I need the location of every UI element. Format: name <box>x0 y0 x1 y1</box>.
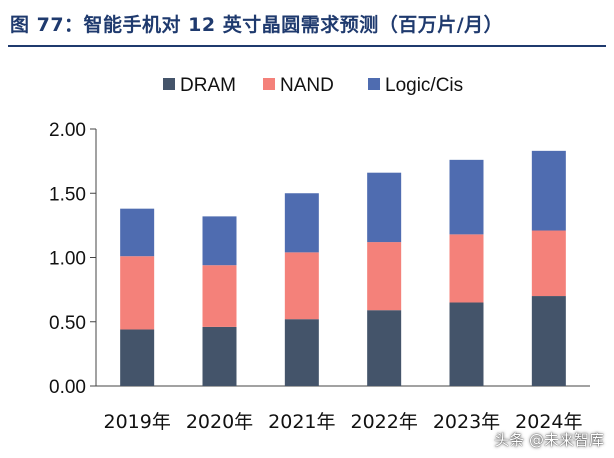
bar-logic-cis-2020 <box>202 216 237 266</box>
bar-nand-2021 <box>284 252 319 320</box>
y-tick-label: 1.50 <box>49 184 86 205</box>
bar-logic-cis-2022 <box>367 172 402 243</box>
y-tick-label: 1.00 <box>49 249 86 270</box>
y-axis: 0.00 0.50 1.00 1.50 2.00 <box>49 120 97 398</box>
bar-logic-cis-2021 <box>284 193 319 253</box>
title-rule <box>8 45 606 47</box>
y-tick-label: 0.00 <box>49 377 86 398</box>
bar-dram-2020 <box>202 326 237 386</box>
bar-dram-2021 <box>284 319 319 386</box>
x-tick-label: 2021年 <box>268 411 335 433</box>
bar-dram-2024 <box>531 296 566 386</box>
bar-logic-cis-2024 <box>531 150 566 231</box>
x-tick-label: 2024年 <box>515 411 582 433</box>
bar-nand-2024 <box>531 230 566 297</box>
bar-logic-cis-2019 <box>120 208 155 257</box>
bar-logic-cis-2023 <box>449 159 484 235</box>
bar-dram-2023 <box>449 302 484 386</box>
legend-swatch-dram <box>163 78 175 90</box>
x-axis: 2019年 2020年 2021年 2022年 2023年 2024年 <box>96 385 590 433</box>
bar-dram-2022 <box>367 310 402 386</box>
watermark: 头条 @未来智库 <box>494 431 604 449</box>
bars <box>120 150 566 386</box>
y-tick-label: 2.00 <box>49 120 86 141</box>
bar-nand-2022 <box>367 242 402 311</box>
legend-label-nand: NAND <box>280 75 334 96</box>
legend-label-logic-cis: Logic/Cis <box>385 75 463 96</box>
x-tick-label: 2020年 <box>186 411 253 433</box>
legend-swatch-logic-cis <box>368 78 380 90</box>
chart-title: 图 77：智能手机对 12 英寸晶圆需求预测（百万片/月） <box>10 14 504 36</box>
y-tick-label: 0.50 <box>49 313 86 334</box>
x-tick-label: 2023年 <box>433 411 500 433</box>
x-tick-label: 2022年 <box>350 411 417 433</box>
legend-label-dram: DRAM <box>180 75 236 96</box>
legend-swatch-nand <box>263 78 275 90</box>
bar-nand-2023 <box>449 234 484 303</box>
bar-dram-2019 <box>120 329 155 386</box>
bar-nand-2019 <box>120 256 155 330</box>
legend: DRAM NAND Logic/Cis <box>163 75 463 96</box>
x-tick-label: 2019年 <box>103 411 170 433</box>
bar-nand-2020 <box>202 265 237 327</box>
